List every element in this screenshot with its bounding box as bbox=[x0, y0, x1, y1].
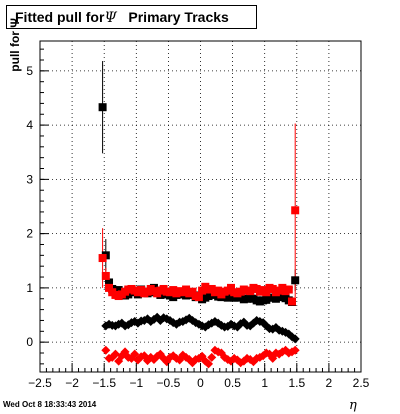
x-tick-label: 0 bbox=[197, 376, 204, 390]
y-tick-label: 4 bbox=[26, 118, 33, 132]
square-marker bbox=[287, 297, 296, 306]
tick-labels: −2.5 −2 −1.5 −1 −0.5 0 0.5 1 1.5 2 2.5 0 1 2 3 4 5 bbox=[26, 64, 369, 390]
square-marker bbox=[226, 283, 235, 292]
square-marker bbox=[105, 283, 114, 292]
title-prefix: Fitted pull for bbox=[15, 9, 105, 25]
title-psi-symbol: Ψ bbox=[104, 10, 117, 26]
x-tick-label: −0.5 bbox=[157, 376, 181, 390]
x-tick-label: 0.5 bbox=[224, 376, 241, 390]
square-marker bbox=[188, 287, 197, 296]
y-tick-label: 2 bbox=[26, 227, 33, 241]
diamond-marker bbox=[101, 345, 111, 355]
diamond-marker bbox=[204, 359, 214, 369]
x-tick-label: −2.5 bbox=[28, 376, 52, 390]
x-tick-label: −2 bbox=[65, 376, 79, 390]
square-marker bbox=[291, 276, 300, 285]
square-marker bbox=[98, 254, 107, 263]
y-tick-label: 0 bbox=[26, 335, 33, 349]
x-axis-label: η bbox=[349, 398, 357, 413]
x-tick-label: −1 bbox=[129, 376, 143, 390]
timestamp: Wed Oct 8 18:33:43 2014 bbox=[3, 400, 97, 409]
y-tick-label: 5 bbox=[26, 64, 33, 78]
diamond-marker bbox=[290, 334, 300, 344]
square-marker bbox=[284, 285, 293, 294]
chart-title: Fitted pull forΨ Primary Tracks bbox=[6, 5, 257, 29]
title-suffix: Primary Tracks bbox=[128, 9, 229, 25]
data-markers bbox=[98, 103, 300, 369]
square-marker bbox=[194, 293, 203, 302]
diamond-marker bbox=[207, 352, 217, 362]
diamond-marker bbox=[110, 349, 120, 359]
y-tick-label: 1 bbox=[26, 281, 33, 295]
square-marker bbox=[101, 271, 110, 280]
square-marker bbox=[262, 288, 271, 297]
diamond-marker bbox=[290, 345, 300, 355]
x-tick-label: 2.5 bbox=[353, 376, 370, 390]
y-axis-label: pull for Ψ bbox=[8, 18, 22, 72]
x-tick-label: 1 bbox=[261, 376, 268, 390]
x-tick-label: 2 bbox=[326, 376, 333, 390]
x-tick-label: −1.5 bbox=[92, 376, 116, 390]
x-tick-label: 1.5 bbox=[288, 376, 305, 390]
y-tick-label: 3 bbox=[26, 172, 33, 186]
axis-ticks bbox=[39, 48, 362, 372]
square-marker bbox=[105, 278, 114, 287]
square-marker bbox=[291, 206, 300, 215]
diamond-marker bbox=[130, 349, 140, 359]
square-marker bbox=[98, 103, 107, 112]
